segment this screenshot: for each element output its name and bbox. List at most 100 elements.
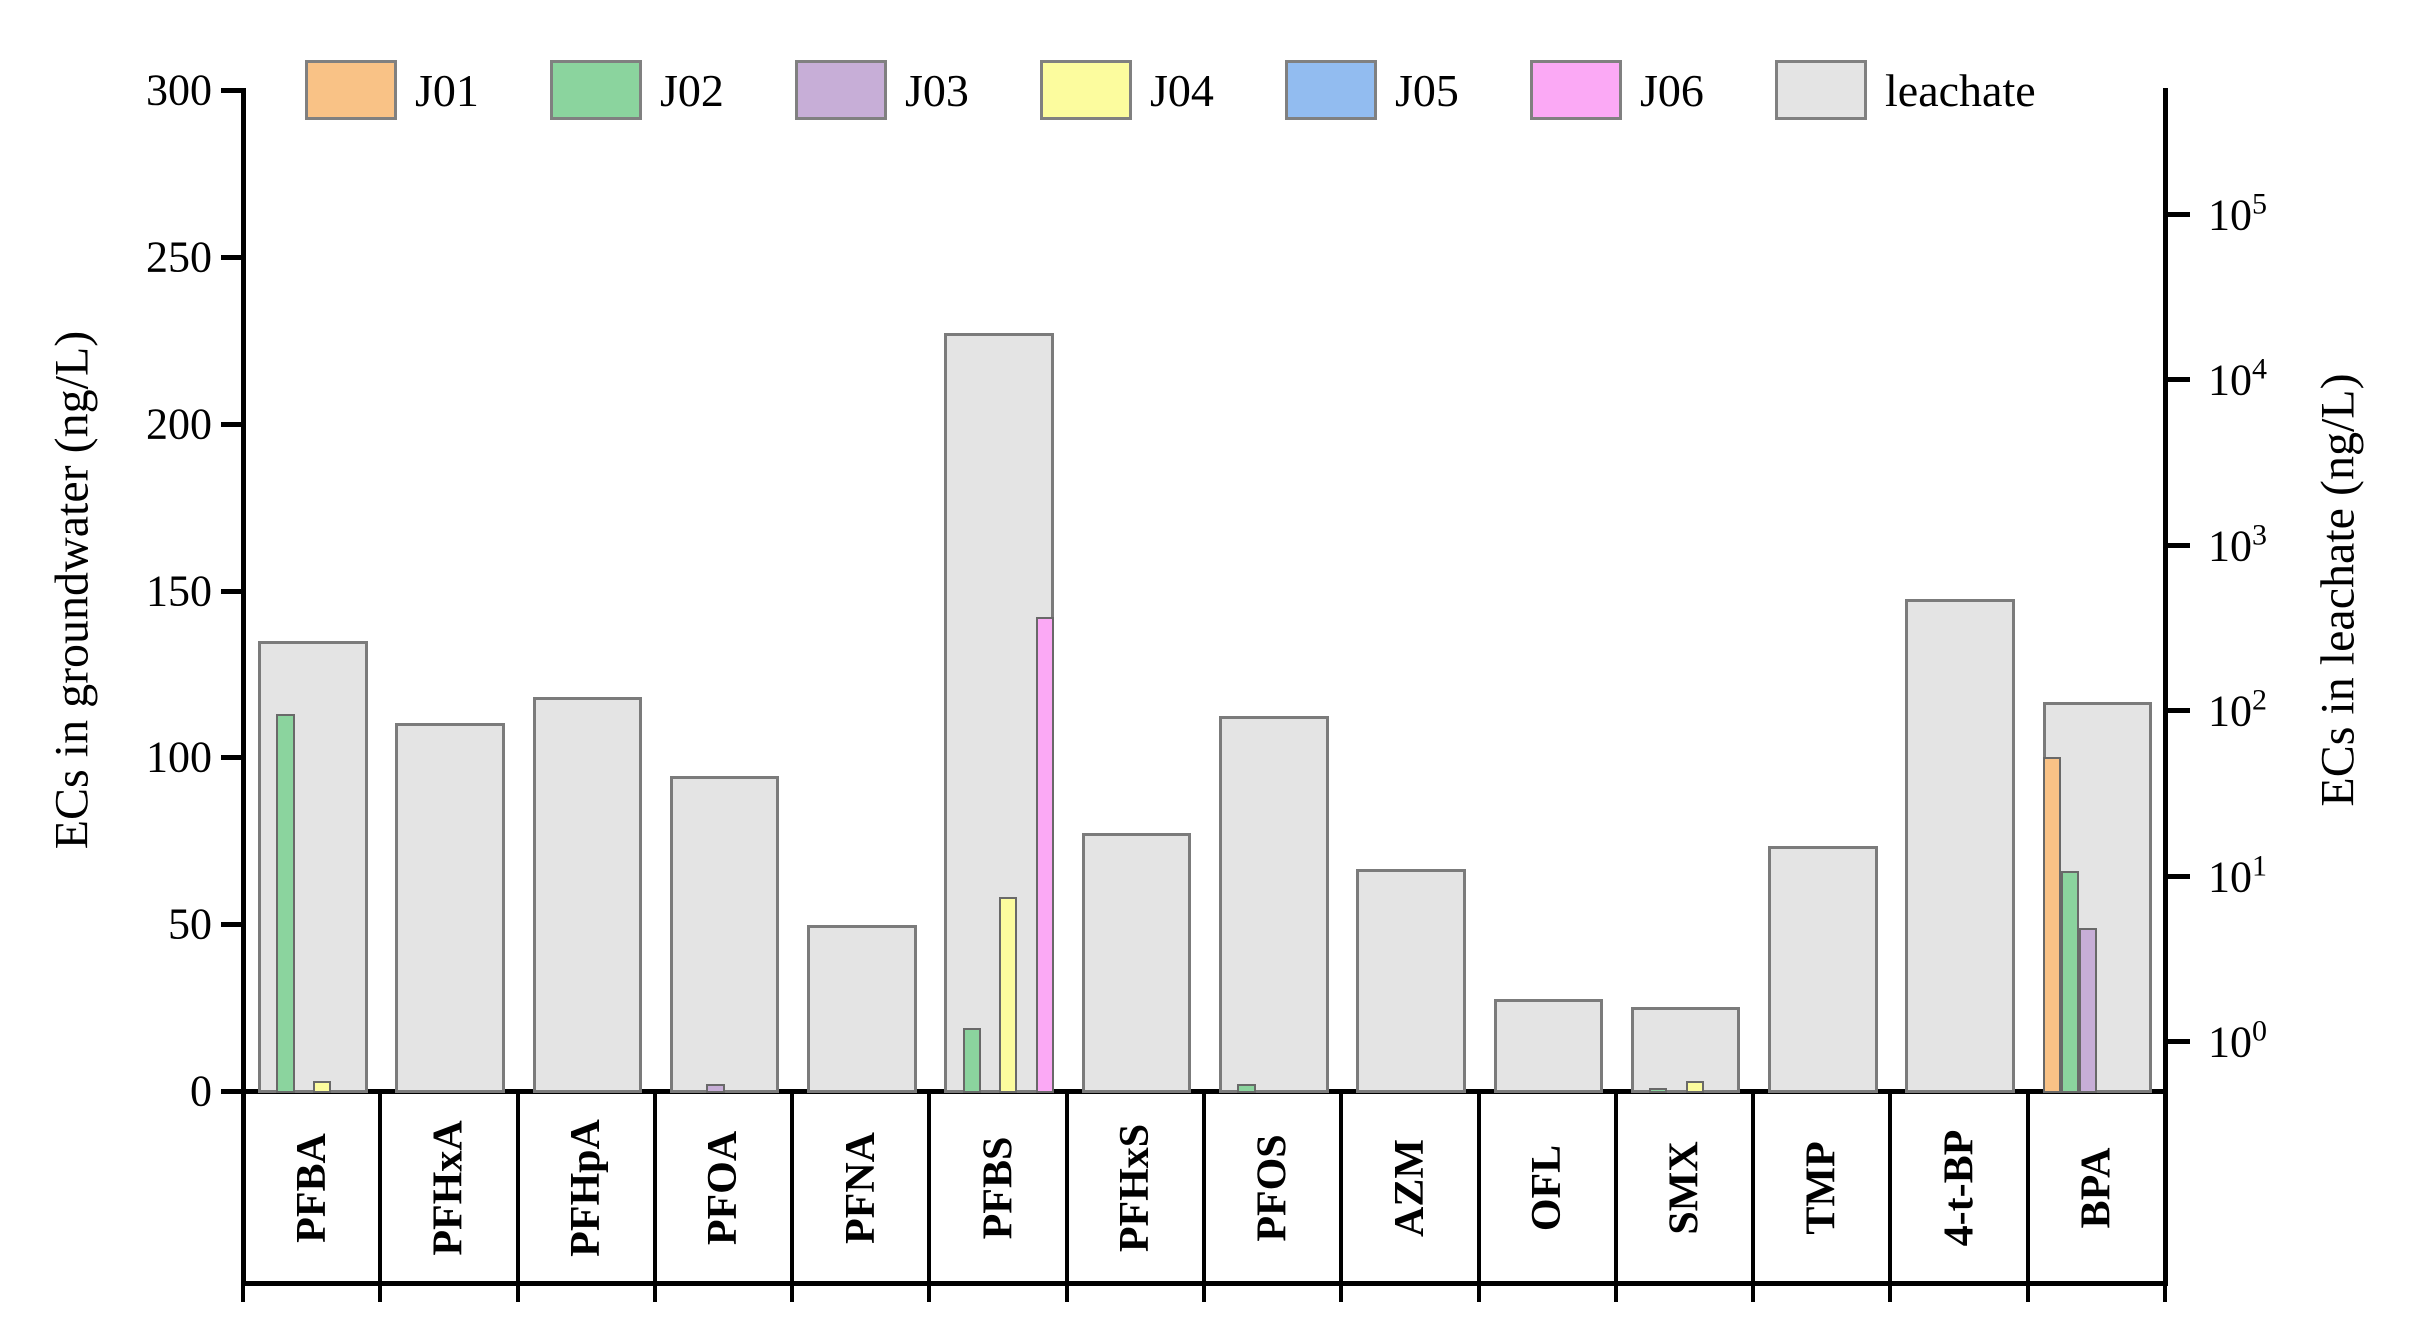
category-outer-tick (1888, 1286, 1893, 1302)
left-axis-tick-200 (221, 421, 243, 427)
left-axis-tick-0 (221, 1089, 243, 1094)
right-axis-tick-label-1e5: 105 (2208, 187, 2267, 239)
legend-item-J05: J05 (1285, 60, 1459, 120)
right-axis-tick-label-1e0: 100 (2208, 1014, 2267, 1067)
right-axis-tick-label-1e4: 104 (2208, 352, 2267, 405)
leachate-bar-PFHxS (1081, 833, 1192, 1093)
category-label-4-t-BP: 4-t-BP (1936, 1129, 1983, 1246)
category-box-OFL: OFL (1479, 1094, 1616, 1281)
left-axis-tick-label-0: 0 (190, 1066, 212, 1116)
legend-label-J05: J05 (1395, 64, 1459, 116)
j03-bar-PFOA (706, 1084, 725, 1093)
legend-label-J06: J06 (1640, 64, 1704, 116)
category-divider (790, 1089, 795, 1285)
category-box-TMP: TMP (1753, 1094, 1890, 1281)
category-box-PFBA: PFBA (243, 1094, 380, 1281)
category-box-PFHxA: PFHxA (380, 1094, 517, 1281)
right-axis-tick-1e2 (2168, 708, 2190, 713)
legend-label-J01: J01 (415, 64, 479, 116)
category-divider (1476, 1089, 1481, 1285)
right-axis-tick-1e3 (2168, 542, 2190, 548)
legend-item-J06: J06 (1530, 60, 1704, 120)
legend-swatch-J03 (795, 60, 887, 120)
left-axis-tick-label-50: 50 (168, 899, 212, 949)
j02-bar-PFBS (962, 1027, 981, 1093)
category-box-PFNA: PFNA (792, 1094, 929, 1281)
left-axis-tick-50 (221, 922, 243, 928)
legend-item-J02: J02 (550, 60, 724, 120)
category-label-PFBS: PFBS (975, 1136, 1022, 1239)
category-outer-tick (515, 1286, 520, 1302)
right-axis-tick-1e4 (2168, 377, 2190, 382)
legend-item-J04: J04 (1040, 60, 1214, 120)
right-axis-tick-1e0 (2168, 1039, 2190, 1044)
category-outer-tick (2163, 1286, 2167, 1302)
legend-item-leachate: leachate (1775, 60, 2036, 120)
category-divider (652, 1089, 657, 1285)
left-axis-tick-label-300: 300 (146, 65, 212, 115)
left-axis-line (241, 88, 246, 1285)
category-divider (2025, 1089, 2030, 1285)
category-divider (515, 1089, 520, 1285)
left-axis-tick-150 (221, 588, 243, 594)
right-axis-title: ECs in leachate (ng/L) (2311, 373, 2365, 807)
left-axis-tick-250 (221, 254, 243, 260)
category-label-PFHpA: PFHpA (563, 1118, 610, 1257)
category-outer-tick (1064, 1286, 1069, 1302)
j04-bar-PFBS (999, 897, 1018, 1093)
j04-bar-SMX (1685, 1080, 1704, 1093)
legend-swatch-J06 (1530, 60, 1622, 120)
category-outer-tick (927, 1286, 932, 1302)
category-divider (1339, 1089, 1344, 1285)
category-label-TMP: TMP (1798, 1140, 1845, 1235)
category-label-PFHxS: PFHxS (1112, 1123, 1159, 1252)
legend-label-J02: J02 (660, 64, 724, 116)
leachate-bar-PFBA (258, 641, 368, 1093)
category-label-OFL: OFL (1524, 1144, 1571, 1231)
j02-bar-PFBA (276, 713, 295, 1093)
legend-item-J03: J03 (795, 60, 969, 120)
leachate-bar-OFL (1493, 998, 1604, 1093)
legend-label-J04: J04 (1150, 64, 1214, 116)
leachate-bar-PFNA (807, 925, 917, 1093)
j03-bar-BPA (2079, 927, 2098, 1093)
leachate-bar-TMP (1768, 846, 1878, 1093)
category-outer-tick (1339, 1286, 1344, 1302)
j01-bar-BPA (2042, 757, 2061, 1093)
legend-swatch-J04 (1040, 60, 1132, 120)
left-axis-tick-label-150: 150 (146, 566, 212, 615)
leachate-bar-PFOA (669, 775, 780, 1093)
leachate-bar-SMX (1630, 1007, 1741, 1093)
category-outer-tick (1476, 1286, 1481, 1302)
category-outer-tick (652, 1286, 657, 1302)
category-divider (1751, 1089, 1756, 1285)
category-label-PFHxA: PFHxA (425, 1119, 472, 1256)
category-divider (927, 1089, 932, 1285)
category-box-PFHxS: PFHxS (1067, 1094, 1204, 1281)
legend-swatch-leachate (1775, 60, 1867, 120)
category-box-PFHpA: PFHpA (518, 1094, 655, 1281)
right-axis-tick-label-1e2: 102 (2208, 683, 2267, 736)
category-label-BPA: BPA (2073, 1147, 2120, 1228)
left-axis-tick-300 (221, 88, 243, 93)
category-outer-tick (1613, 1286, 1618, 1302)
left-axis-tick-100 (221, 755, 243, 761)
legend-item-J01: J01 (305, 60, 479, 120)
category-divider (1613, 1089, 1618, 1285)
category-box-4-t-BP: 4-t-BP (1890, 1094, 2027, 1281)
category-box-PFOS: PFOS (1204, 1094, 1341, 1281)
left-axis-tick-label-250: 250 (146, 232, 212, 282)
right-axis-tick-1e5 (2168, 211, 2190, 217)
category-divider (1888, 1089, 1893, 1285)
legend-swatch-J05 (1285, 60, 1377, 120)
leachate-bar-AZM (1356, 868, 1466, 1093)
j02-bar-PFOS (1237, 1084, 1256, 1093)
category-label-PFOA: PFOA (700, 1130, 747, 1245)
category-divider (378, 1089, 383, 1285)
category-label-PFOS: PFOS (1249, 1133, 1296, 1242)
right-axis-tick-label-1e1: 101 (2208, 849, 2267, 901)
j04-bar-PFBA (312, 1080, 331, 1093)
right-axis-line (2163, 88, 2168, 1285)
category-box-SMX: SMX (1616, 1094, 1753, 1281)
